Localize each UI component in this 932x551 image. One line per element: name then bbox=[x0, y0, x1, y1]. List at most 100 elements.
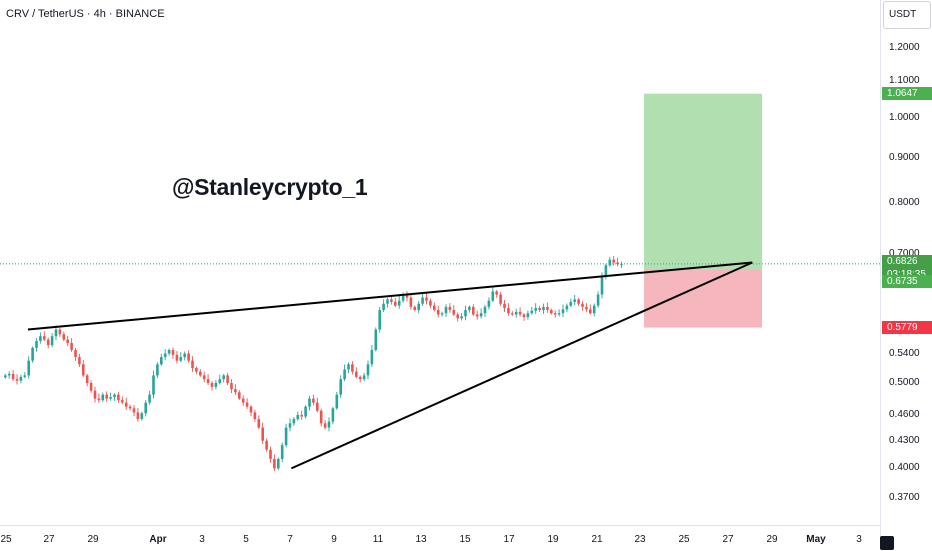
candle bbox=[124, 397, 128, 410]
candle-body bbox=[85, 375, 89, 383]
candle-body bbox=[82, 364, 85, 376]
candle bbox=[187, 350, 190, 363]
candle bbox=[511, 311, 514, 317]
candle-body bbox=[569, 301, 573, 306]
candle bbox=[569, 298, 573, 308]
candle-body bbox=[183, 353, 186, 358]
candle-body bbox=[425, 297, 428, 301]
candle bbox=[433, 302, 436, 312]
candle bbox=[370, 345, 374, 367]
candle-body bbox=[187, 353, 190, 361]
candle bbox=[284, 423, 288, 448]
candle-body bbox=[156, 364, 159, 376]
candle-body bbox=[89, 382, 93, 391]
candle bbox=[550, 308, 553, 315]
candle bbox=[479, 308, 483, 319]
candle-body bbox=[394, 301, 397, 306]
time-tick-label: 17 bbox=[503, 534, 515, 545]
candle-body bbox=[604, 265, 608, 277]
candle bbox=[7, 371, 11, 379]
candle-body bbox=[199, 371, 202, 376]
candle bbox=[468, 305, 471, 313]
candle bbox=[460, 313, 463, 321]
candle-body bbox=[370, 349, 374, 365]
candle bbox=[386, 297, 389, 308]
time-tick-label: May bbox=[806, 534, 826, 545]
candle bbox=[238, 390, 241, 401]
candle bbox=[495, 289, 498, 298]
candle bbox=[152, 370, 155, 399]
candle bbox=[214, 379, 218, 390]
candle bbox=[195, 366, 198, 375]
candle-body bbox=[616, 262, 619, 265]
candle-body bbox=[109, 397, 112, 399]
currency-label: USDT bbox=[889, 9, 917, 20]
candle bbox=[421, 293, 424, 306]
candle bbox=[140, 411, 144, 421]
candle bbox=[15, 374, 19, 385]
price-scale[interactable]: USDT 1.2000 1.1000 1.0000 0.9000 0.8000 0.700… bbox=[880, 0, 932, 550]
candle bbox=[218, 374, 222, 385]
candle bbox=[518, 307, 522, 317]
candle-body bbox=[538, 308, 541, 311]
candle-body bbox=[347, 364, 350, 370]
candle-body bbox=[124, 402, 128, 407]
candle-body bbox=[46, 339, 50, 346]
candle bbox=[355, 367, 358, 379]
candle-body bbox=[31, 347, 34, 361]
candle bbox=[43, 331, 46, 342]
candle bbox=[417, 301, 420, 314]
candle bbox=[93, 386, 97, 403]
candle-body bbox=[312, 398, 315, 403]
candle-body bbox=[421, 297, 424, 304]
candle-body bbox=[343, 369, 346, 380]
candle bbox=[351, 361, 354, 375]
candle bbox=[234, 384, 237, 395]
candle-body bbox=[475, 314, 479, 317]
candle-body bbox=[292, 419, 296, 424]
candle bbox=[171, 347, 175, 359]
candle-body bbox=[495, 291, 498, 295]
candle-body bbox=[573, 299, 576, 302]
candle bbox=[199, 368, 202, 377]
chart-area[interactable]: CRV / TetherUS · 4h · BINANCE @Stanleycr… bbox=[0, 0, 880, 525]
candle-body bbox=[429, 300, 432, 306]
candle bbox=[472, 304, 475, 317]
candle-body bbox=[214, 382, 218, 387]
candle-body bbox=[436, 310, 440, 315]
scroll-to-realtime-button[interactable] bbox=[880, 536, 894, 550]
price-tick-label: 0.4300 bbox=[889, 434, 920, 446]
candle-body bbox=[226, 375, 229, 383]
candle-body bbox=[78, 357, 81, 365]
candle-body bbox=[50, 336, 54, 346]
candle-body bbox=[39, 336, 42, 341]
candle-body bbox=[526, 313, 530, 318]
candle bbox=[31, 346, 34, 363]
candle-body bbox=[327, 421, 331, 428]
time-scale[interactable]: 25 27 29 Apr 3 5 7 9 11 13 15 17 19 21 23 25 27 29 May 3 bbox=[0, 525, 880, 551]
candle bbox=[249, 405, 253, 417]
candle-body bbox=[417, 303, 420, 311]
candle bbox=[261, 422, 264, 444]
price-chart[interactable] bbox=[0, 0, 880, 525]
time-tick-label: 25 bbox=[0, 534, 12, 545]
candle bbox=[97, 393, 101, 403]
candle bbox=[397, 295, 401, 309]
profit-zone bbox=[644, 93, 762, 269]
candle bbox=[323, 420, 327, 430]
candle-body bbox=[269, 449, 272, 459]
current-price-tag: 0.6826 bbox=[882, 255, 932, 269]
candle-body bbox=[163, 353, 167, 358]
candle-body bbox=[499, 294, 502, 304]
candle-body bbox=[577, 299, 580, 304]
candle bbox=[78, 353, 81, 367]
candle bbox=[117, 391, 120, 403]
candle bbox=[113, 393, 116, 401]
candle bbox=[66, 335, 69, 347]
currency-selector[interactable] bbox=[883, 1, 931, 29]
time-tick-label: 23 bbox=[634, 534, 646, 545]
candle-body bbox=[58, 329, 62, 335]
time-tick-label: 7 bbox=[287, 534, 293, 545]
candle bbox=[382, 299, 385, 313]
author-watermark: @Stanleycrypto_1 bbox=[172, 174, 368, 200]
